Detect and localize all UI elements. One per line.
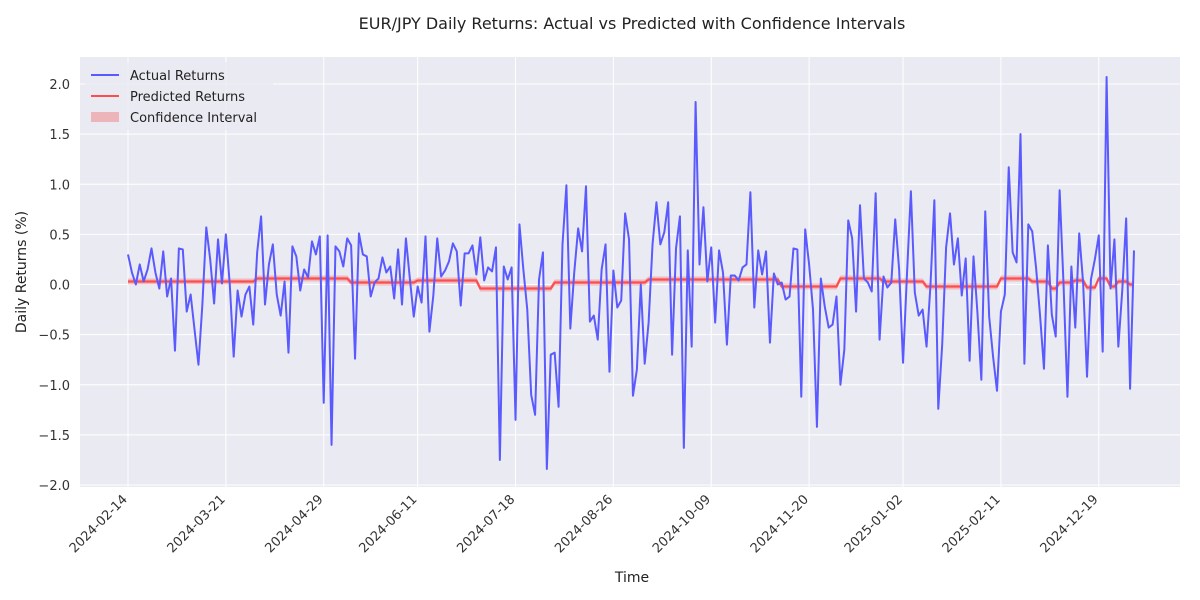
x-tick-label: 2024-03-21 bbox=[165, 492, 229, 556]
legend-actual-label: Actual Returns bbox=[130, 69, 225, 84]
y-tick-label: 1.5 bbox=[49, 128, 70, 143]
x-tick-label: 2024-07-18 bbox=[454, 492, 518, 556]
x-tick-label: 2024-04-29 bbox=[263, 492, 327, 556]
legend-box bbox=[85, 62, 273, 130]
y-tick-label: 1.0 bbox=[49, 178, 70, 193]
legend-ci-label: Confidence Interval bbox=[130, 111, 257, 126]
x-tick-label: 2024-02-14 bbox=[67, 492, 131, 556]
y-tick-label: 2.0 bbox=[49, 78, 70, 93]
y-tick-label: −1.5 bbox=[38, 429, 70, 444]
y-tick-label: −0.5 bbox=[38, 329, 70, 344]
y-tick-label: 0.0 bbox=[49, 279, 70, 294]
legend-predicted-label: Predicted Returns bbox=[130, 90, 245, 105]
y-tick-label: −1.0 bbox=[38, 379, 70, 394]
chart-title: EUR/JPY Daily Returns: Actual vs Predict… bbox=[359, 14, 906, 33]
y-tick-label: −2.0 bbox=[38, 479, 70, 494]
y-tick-label: 0.5 bbox=[49, 228, 70, 243]
legend: Actual Returns Predicted Returns Confide… bbox=[85, 62, 273, 130]
x-tick-label: 2024-12-19 bbox=[1038, 492, 1102, 556]
x-tick-label: 2024-10-09 bbox=[650, 492, 714, 556]
x-tick-label: 2024-06-11 bbox=[356, 492, 420, 556]
x-tick-label: 2024-08-26 bbox=[552, 492, 616, 556]
x-axis-label: Time bbox=[614, 570, 649, 586]
y-axis-label: Daily Returns (%) bbox=[14, 211, 30, 333]
actual-returns-line bbox=[127, 75, 1135, 470]
x-tick-label: 2025-02-11 bbox=[940, 492, 1004, 556]
x-tick-label: 2025-01-02 bbox=[842, 492, 906, 556]
legend-ci-swatch bbox=[91, 112, 119, 122]
x-tick-label: 2024-11-20 bbox=[748, 492, 812, 556]
